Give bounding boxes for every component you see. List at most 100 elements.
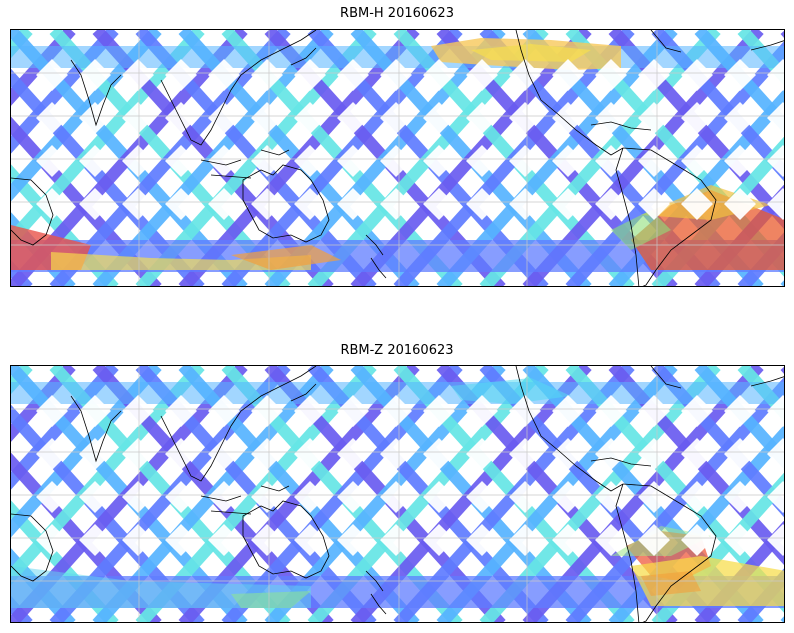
gap-group — [36, 59, 784, 220]
swath-gap — [767, 188, 784, 220]
swath-gap — [466, 59, 498, 91]
swath-gap — [79, 145, 111, 177]
swath-gap — [595, 145, 627, 177]
swath-gap — [337, 438, 369, 470]
coastline — [590, 457, 652, 467]
swath-gap — [251, 395, 283, 427]
coastline — [160, 30, 317, 146]
swath-gap — [251, 188, 283, 220]
swath-gap — [638, 102, 670, 134]
coastline — [11, 513, 54, 582]
coastline — [370, 593, 387, 615]
coastline — [650, 30, 682, 53]
swath-gap — [638, 145, 670, 177]
swath-gap — [251, 524, 283, 556]
coastlines — [11, 366, 784, 622]
swath-gap — [466, 481, 498, 513]
coastline — [260, 485, 290, 492]
gap-group — [36, 395, 784, 556]
swath-gap — [208, 481, 240, 513]
panel-1-map — [10, 29, 785, 287]
swath-gap — [767, 145, 784, 177]
hot-region-group — [11, 378, 784, 608]
hot-region-group — [11, 38, 784, 270]
swath-gap — [423, 188, 455, 220]
swath-gap — [509, 102, 541, 134]
swath-gap — [466, 524, 498, 556]
swath-gap — [337, 188, 369, 220]
coastline — [200, 159, 242, 166]
swath-gap — [294, 102, 326, 134]
swath-gap — [423, 145, 455, 177]
panel-1-map-svg — [11, 30, 784, 286]
swath-gap — [122, 524, 154, 556]
orange-region-south-atlantic — [641, 571, 701, 596]
coastline — [160, 366, 317, 482]
swath-gap — [638, 188, 670, 220]
coastlines — [11, 30, 784, 286]
swath-gap — [638, 481, 670, 513]
swath-gap — [251, 438, 283, 470]
swath-gap — [423, 481, 455, 513]
swath-gap — [79, 481, 111, 513]
swath-gap — [79, 438, 111, 470]
coastline — [590, 121, 652, 131]
cool-region-south-atlantic — [611, 210, 671, 250]
coastline — [750, 40, 784, 51]
coastline — [365, 234, 384, 256]
swath-gap — [208, 59, 240, 91]
swath-gap — [509, 481, 541, 513]
swath-gap — [337, 395, 369, 427]
swath-gap — [681, 481, 713, 513]
swath-gap — [36, 102, 68, 134]
swath-gap — [294, 524, 326, 556]
swath-gap — [595, 188, 627, 220]
swath-gap — [681, 145, 713, 177]
swath-gap — [380, 481, 412, 513]
swath-gap — [767, 524, 784, 556]
north-swath-band — [11, 382, 784, 404]
swath-gap — [595, 59, 627, 91]
coastline — [558, 114, 624, 156]
swath-gap — [552, 145, 584, 177]
swath-gap — [251, 145, 283, 177]
coastline — [200, 495, 242, 502]
light-green-band-south — [231, 591, 311, 608]
swath-gap — [208, 524, 240, 556]
swath-gap — [466, 395, 498, 427]
swath-gap — [767, 481, 784, 513]
swath-gap — [165, 524, 197, 556]
swath-gap — [724, 481, 756, 513]
coastline — [242, 164, 330, 243]
panel-2-map-svg — [11, 366, 784, 622]
swath-gap — [165, 438, 197, 470]
swath-gap — [681, 59, 713, 91]
coastline — [70, 395, 122, 463]
coastline — [11, 177, 54, 246]
swath-gap — [251, 102, 283, 134]
swath-gap — [552, 102, 584, 134]
swath-gap — [423, 102, 455, 134]
swath-gap — [767, 102, 784, 134]
swath-gap — [251, 481, 283, 513]
yellow-region-north-pacific — [471, 44, 591, 62]
swath-gap — [423, 438, 455, 470]
swath-gap — [681, 395, 713, 427]
swath-gap — [509, 145, 541, 177]
swath-gap — [552, 188, 584, 220]
swath-gap — [380, 145, 412, 177]
swath-gap — [638, 59, 670, 91]
swath-gap — [251, 59, 283, 91]
gridlines — [11, 366, 784, 622]
swath-gap — [466, 145, 498, 177]
swath-gap — [208, 395, 240, 427]
swath-gap — [552, 481, 584, 513]
coastline — [515, 366, 560, 452]
swath-gap — [724, 438, 756, 470]
swath-gap — [509, 438, 541, 470]
swath-gap — [638, 524, 670, 556]
swath-gap — [466, 102, 498, 134]
swath-gap — [36, 395, 68, 427]
swath-gap — [79, 188, 111, 220]
swath-gap — [337, 524, 369, 556]
